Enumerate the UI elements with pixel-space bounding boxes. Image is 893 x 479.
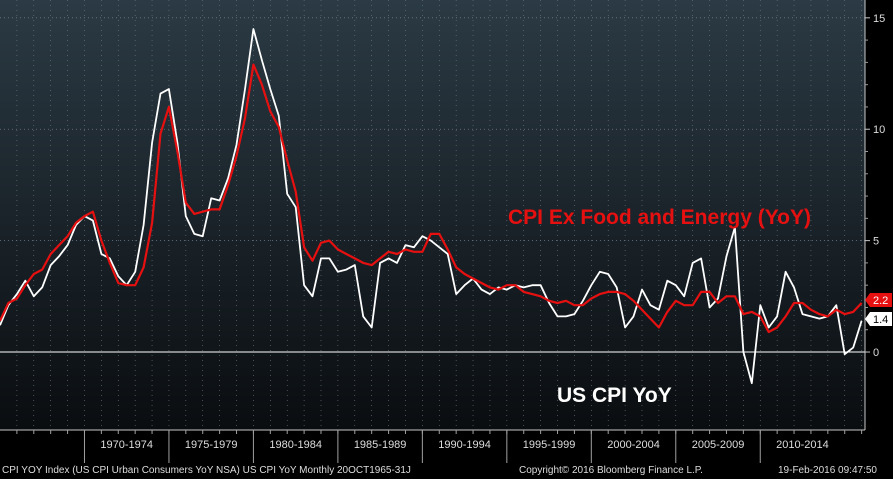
- footer-timestamp: 19-Feb-2016 09:47:50: [778, 465, 877, 476]
- last-value-core-cpi-label: 2.2: [873, 295, 888, 307]
- series-lines: [0, 28, 863, 385]
- footer-source: CPI YOY Index (US CPI Urban Consumers Yo…: [2, 465, 411, 476]
- last-value-core-cpi-box: [865, 293, 892, 307]
- x-tick-label: 1990-1994: [438, 439, 491, 451]
- x-tick-label: 2005-2009: [692, 439, 745, 451]
- annotation-core-cpi: CPI Ex Food and Energy (YoY): [508, 206, 811, 229]
- last-value-us-cpi-label: 1.4: [873, 314, 888, 326]
- x-tick-label: 1980-1984: [269, 439, 322, 451]
- y-tick-label: 0: [873, 347, 879, 359]
- x-tick-label: 1975-1979: [185, 439, 238, 451]
- y-axis-ticks: 15 10 5 0: [865, 13, 885, 359]
- x-tick-label: 1970-1974: [100, 439, 153, 451]
- y-tick-label: 10: [873, 124, 885, 136]
- x-tick-label: 1995-1999: [523, 439, 576, 451]
- y-tick-label: 15: [873, 13, 885, 25]
- annotation-us-cpi: US CPI YoY: [557, 384, 672, 407]
- footer-copyright: Copyright© 2016 Bloomberg Finance L.P.: [519, 465, 703, 476]
- core-cpi-line: [0, 63, 863, 334]
- x-tick-label: 2000-2004: [607, 439, 660, 451]
- last-value-core-cpi: 2.2: [865, 293, 892, 307]
- us-cpi-line: [0, 28, 863, 385]
- last-value-markers: 2.2 1.4: [865, 293, 892, 326]
- x-axis-ticks: 1970-1974 1975-1979 1980-1984 1985-1989 1990…: [16, 430, 863, 463]
- y-tick-label: 5: [873, 236, 879, 248]
- last-value-us-cpi-box: [865, 312, 892, 326]
- x-tick-label: 1985-1989: [354, 439, 407, 451]
- last-value-us-cpi: 1.4: [865, 312, 892, 326]
- x-tick-label: 2010-2014: [776, 439, 829, 451]
- bottom-axis-background: [0, 430, 893, 463]
- right-axis-background: [865, 0, 893, 463]
